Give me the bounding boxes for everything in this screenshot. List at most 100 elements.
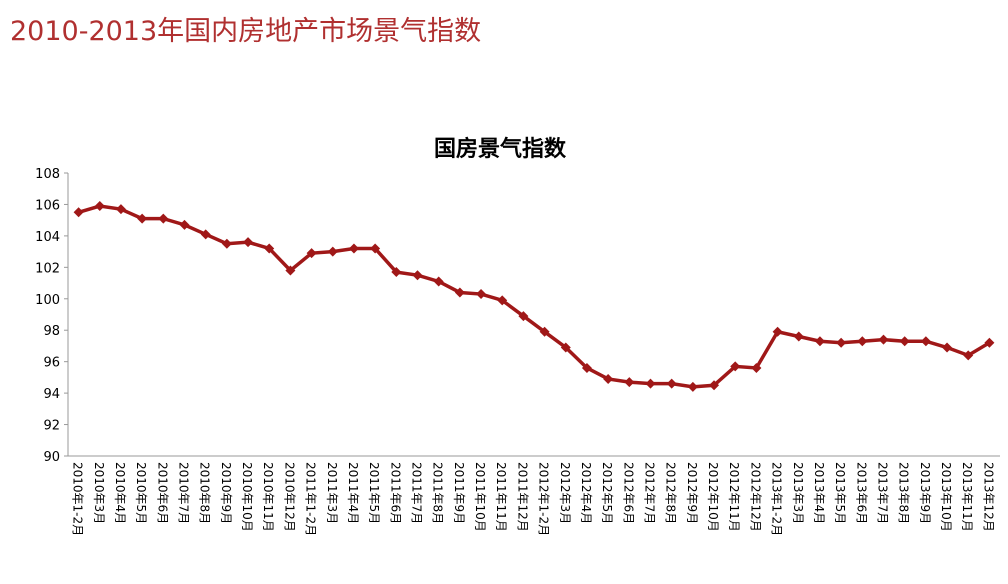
y-tick-label: 100 xyxy=(35,293,60,308)
y-tick-label: 94 xyxy=(43,387,60,402)
marker xyxy=(984,337,995,348)
marker xyxy=(454,287,465,298)
marker xyxy=(412,270,423,281)
marker xyxy=(857,336,868,347)
x-tick-label: 2010年7月 xyxy=(177,462,191,524)
marker xyxy=(497,295,508,306)
marker xyxy=(624,377,635,388)
x-tick-label: 2012年11月 xyxy=(727,462,741,532)
x-tick-label: 2011年11月 xyxy=(494,462,508,532)
marker xyxy=(709,380,720,391)
x-tick-label: 2010年5月 xyxy=(134,462,148,524)
marker xyxy=(666,378,677,389)
x-tick-label: 2012年8月 xyxy=(664,462,678,524)
x-tick-label: 2010年3月 xyxy=(92,462,106,524)
marker xyxy=(814,336,825,347)
marker xyxy=(539,326,550,337)
marker xyxy=(285,265,296,276)
x-tick-label: 2012年9月 xyxy=(685,462,699,524)
x-tick-label: 2013年10月 xyxy=(939,462,953,532)
x-tick-label: 2011年9月 xyxy=(452,462,466,524)
page-title: 2010-2013年国内房地产市场景气指数 xyxy=(10,16,481,47)
x-tick-label: 2012年7月 xyxy=(643,462,657,524)
x-tick-label: 2012年6月 xyxy=(621,462,635,524)
x-tick-label: 2011年5月 xyxy=(367,462,381,524)
y-tick-label: 92 xyxy=(43,419,60,434)
x-tick-label: 2011年3月 xyxy=(325,462,339,524)
x-tick-label: 2010年12月 xyxy=(282,462,296,532)
marker xyxy=(920,336,931,347)
marker xyxy=(476,289,487,300)
y-tick-label: 98 xyxy=(43,324,60,339)
marker xyxy=(391,267,402,278)
marker xyxy=(370,243,381,254)
marker xyxy=(200,229,211,240)
marker xyxy=(687,381,698,392)
y-tick-label: 106 xyxy=(35,198,60,213)
x-tick-label: 2010年9月 xyxy=(219,462,233,524)
x-tick-label: 2013年9月 xyxy=(918,462,932,524)
marker xyxy=(243,237,254,248)
marker xyxy=(94,201,105,212)
y-tick-label: 96 xyxy=(43,356,60,371)
marker xyxy=(836,337,847,348)
x-tick-label: 2012年5月 xyxy=(600,462,614,524)
x-tick-label: 2013年8月 xyxy=(897,462,911,524)
x-tick-label: 2010年6月 xyxy=(155,462,169,524)
marker xyxy=(603,373,614,384)
x-tick-label: 2011年4月 xyxy=(346,462,360,524)
marker xyxy=(942,342,953,353)
x-tick-label: 2011年1-2月 xyxy=(304,462,318,536)
marker xyxy=(73,207,84,218)
x-tick-label: 2011年7月 xyxy=(410,462,424,524)
marker xyxy=(963,350,974,361)
x-tick-label: 2013年12月 xyxy=(981,462,995,532)
x-tick-label: 2012年4月 xyxy=(579,462,593,524)
marker xyxy=(327,246,338,257)
y-tick-label: 102 xyxy=(35,261,60,276)
x-tick-label: 2013年3月 xyxy=(791,462,805,524)
line xyxy=(78,204,991,389)
marker xyxy=(645,378,656,389)
marker xyxy=(348,243,359,254)
marker xyxy=(581,362,592,373)
x-tick-label: 2012年12月 xyxy=(748,462,762,532)
x-tick-label: 2012年3月 xyxy=(558,462,572,524)
x-tick-label: 2013年11月 xyxy=(960,462,974,532)
x-tick-label: 2010年10月 xyxy=(240,462,254,532)
x-tick-label: 2013年6月 xyxy=(854,462,868,524)
marker xyxy=(878,334,889,345)
y-tick-label: 108 xyxy=(35,167,60,182)
x-tick-label: 2010年1-2月 xyxy=(71,462,85,536)
x-tick-label: 2010年8月 xyxy=(198,462,212,524)
x-tick-label: 2010年11月 xyxy=(261,462,275,532)
marker xyxy=(518,311,529,322)
y-tick-label: 104 xyxy=(35,230,60,245)
x-tick-label: 2013年4月 xyxy=(812,462,826,524)
x-tick-label: 2012年10月 xyxy=(706,462,720,532)
marker xyxy=(221,238,232,249)
x-tick-label: 2011年10月 xyxy=(473,462,487,532)
marker xyxy=(264,243,275,254)
marker xyxy=(137,213,148,224)
marker xyxy=(793,331,804,342)
marker xyxy=(560,342,571,353)
marker xyxy=(179,219,190,230)
x-tick-label: 2010年4月 xyxy=(113,462,127,524)
x-tick-label: 2012年1-2月 xyxy=(537,462,551,536)
marker xyxy=(772,326,783,337)
x-tick-label: 2013年5月 xyxy=(833,462,847,524)
marker xyxy=(115,204,126,215)
marker xyxy=(158,213,169,224)
x-tick-label: 2013年7月 xyxy=(876,462,890,524)
marker xyxy=(899,336,910,347)
marker xyxy=(306,248,317,259)
x-tick-label: 2011年6月 xyxy=(388,462,402,524)
x-tick-label: 2011年12月 xyxy=(515,462,529,532)
y-tick-label: 90 xyxy=(43,450,60,465)
marker xyxy=(730,361,741,372)
x-tick-label: 2011年8月 xyxy=(431,462,445,524)
marker xyxy=(433,276,444,287)
chart-title: 国房景气指数 xyxy=(434,136,567,162)
